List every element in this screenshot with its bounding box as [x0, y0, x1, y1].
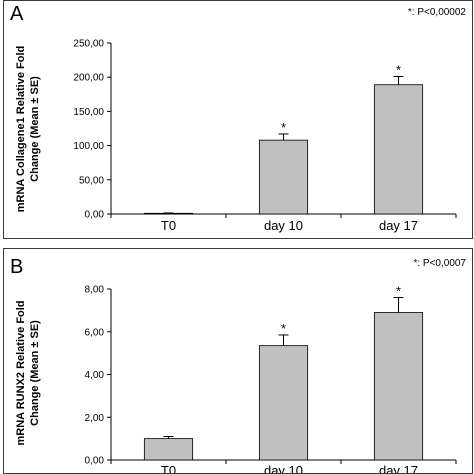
x-category-label: T0	[161, 463, 176, 473]
y-axis-title-line: Change (Mean ± SE)	[29, 320, 41, 426]
bar-2	[258, 139, 309, 215]
x-category-label: day 17	[379, 463, 418, 473]
y-tick-label: 0,00	[85, 456, 105, 467]
x-category-label: T0	[161, 218, 176, 233]
panel-label: A	[10, 3, 24, 25]
y-axis-title-line: mRNA RUNX2 Relative Fold	[15, 300, 27, 445]
y-tick-label: 200,00	[73, 73, 104, 84]
x-category-label: day 10	[264, 463, 303, 473]
significance-marker: *	[281, 321, 286, 336]
chart-panel-a: A *: P<0,00002 mRNA Collagene1 Relative Fo…	[3, 0, 473, 239]
significance-marker: *	[281, 120, 286, 135]
y-tick-label: 250,00	[73, 39, 104, 50]
panel-label: B	[10, 256, 23, 278]
significance-marker: *	[396, 284, 401, 299]
y-axis-title-line: mRNA Collagene1 Relative Fold	[15, 46, 27, 212]
y-tick-label: 50,00	[79, 175, 104, 186]
x-category-label: day 17	[379, 218, 418, 233]
y-tick-label: 8,00	[85, 285, 105, 296]
bar-3	[373, 84, 424, 215]
chart-panel-b: B *: P<0,0007 mRNA RUNX2 Relative Fold Chan…	[3, 248, 473, 474]
runx2-chart: B *: P<0,0007 mRNA RUNX2 Relative Fold Chan…	[10, 256, 466, 473]
bar-1	[143, 438, 194, 461]
y-tick-label: 6,00	[85, 327, 105, 338]
bar-2	[258, 345, 309, 461]
y-tick-label: 100,00	[73, 141, 104, 152]
y-tick-label: 0,00	[85, 210, 105, 221]
x-category-label: day 10	[264, 218, 303, 233]
bar-3	[373, 312, 424, 461]
p-value-note: *: P<0,00002	[408, 7, 467, 18]
y-tick-label: 4,00	[85, 370, 105, 381]
significance-marker: *	[396, 63, 401, 78]
p-value-note: *: P<0,0007	[413, 258, 466, 269]
y-tick-label: 150,00	[73, 107, 104, 118]
y-axis-title-line: Change (Mean ± SE)	[29, 76, 41, 182]
collagene1-chart: A *: P<0,00002 mRNA Collagene1 Relative Fo…	[10, 3, 467, 233]
y-tick-label: 2,00	[85, 413, 105, 424]
